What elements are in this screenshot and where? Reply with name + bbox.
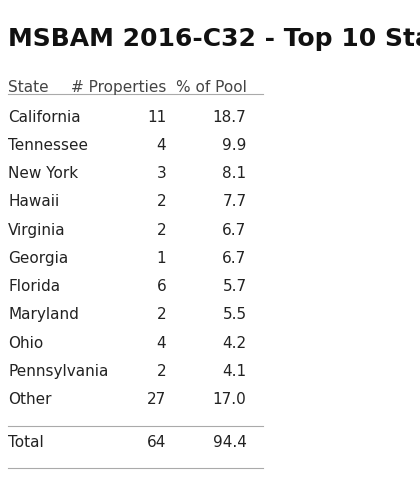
Text: 5.7: 5.7 <box>223 279 247 294</box>
Text: State: State <box>8 80 49 95</box>
Text: 4: 4 <box>157 138 166 153</box>
Text: Maryland: Maryland <box>8 307 79 322</box>
Text: Pennsylvania: Pennsylvania <box>8 364 108 379</box>
Text: # Properties: # Properties <box>71 80 166 95</box>
Text: 64: 64 <box>147 435 166 450</box>
Text: 17.0: 17.0 <box>213 392 247 407</box>
Text: 3: 3 <box>156 166 166 181</box>
Text: 2: 2 <box>157 223 166 238</box>
Text: 2: 2 <box>157 307 166 322</box>
Text: Tennessee: Tennessee <box>8 138 88 153</box>
Text: 6.7: 6.7 <box>222 251 247 266</box>
Text: Total: Total <box>8 435 44 450</box>
Text: 6.7: 6.7 <box>222 223 247 238</box>
Text: MSBAM 2016-C32 - Top 10 States: MSBAM 2016-C32 - Top 10 States <box>8 27 420 51</box>
Text: 9.9: 9.9 <box>222 138 247 153</box>
Text: 4: 4 <box>157 336 166 351</box>
Text: Ohio: Ohio <box>8 336 43 351</box>
Text: 94.4: 94.4 <box>213 435 247 450</box>
Text: 6: 6 <box>156 279 166 294</box>
Text: Hawaii: Hawaii <box>8 194 59 209</box>
Text: % of Pool: % of Pool <box>176 80 247 95</box>
Text: 4.2: 4.2 <box>223 336 247 351</box>
Text: 8.1: 8.1 <box>223 166 247 181</box>
Text: 2: 2 <box>157 194 166 209</box>
Text: 18.7: 18.7 <box>213 110 247 125</box>
Text: 1: 1 <box>157 251 166 266</box>
Text: 11: 11 <box>147 110 166 125</box>
Text: 7.7: 7.7 <box>223 194 247 209</box>
Text: New York: New York <box>8 166 78 181</box>
Text: Other: Other <box>8 392 52 407</box>
Text: California: California <box>8 110 81 125</box>
Text: Florida: Florida <box>8 279 60 294</box>
Text: 2: 2 <box>157 364 166 379</box>
Text: 27: 27 <box>147 392 166 407</box>
Text: 5.5: 5.5 <box>223 307 247 322</box>
Text: 4.1: 4.1 <box>223 364 247 379</box>
Text: Georgia: Georgia <box>8 251 68 266</box>
Text: Virginia: Virginia <box>8 223 66 238</box>
